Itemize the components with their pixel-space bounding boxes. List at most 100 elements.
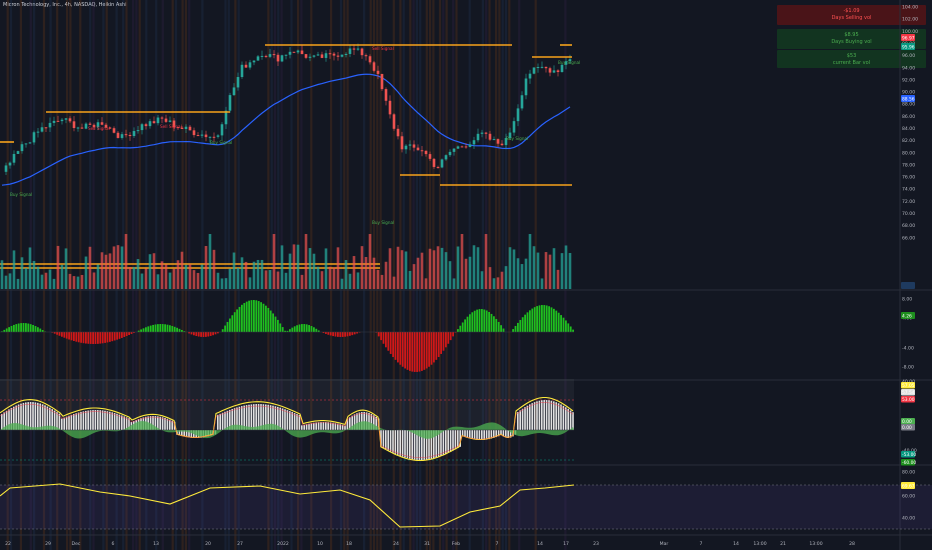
oscillator-bar — [111, 412, 113, 430]
histogram-bar — [245, 301, 248, 332]
candle-body — [252, 60, 256, 63]
future-area — [574, 0, 900, 550]
background-stripe — [234, 0, 237, 550]
histogram-bar — [17, 323, 20, 332]
volume-bar — [128, 266, 132, 289]
candle-body — [472, 140, 476, 145]
time-axis-label: 20 — [205, 541, 211, 547]
oscillator-bar — [437, 430, 440, 457]
candle-body — [164, 118, 168, 122]
histogram-bar — [10, 325, 13, 332]
histogram-bar — [437, 332, 440, 358]
histogram-bar — [236, 309, 238, 332]
oscillator-bar — [34, 402, 37, 430]
price-axis-label: 92.00 — [902, 77, 915, 83]
histogram-bar — [418, 332, 421, 372]
oscillator-bar — [329, 422, 332, 430]
volume-bar — [200, 264, 204, 289]
oscillator-bar — [229, 409, 231, 430]
oscillator-bar — [428, 430, 430, 460]
oscillator-bar — [63, 417, 65, 430]
histogram-bar — [169, 325, 171, 332]
indicator-tag-bg — [901, 482, 915, 489]
candle-body — [536, 67, 540, 69]
oscillator-bar — [154, 416, 157, 430]
volume-bar — [424, 278, 428, 289]
time-axis-label: 29 — [45, 541, 51, 547]
candle-body — [372, 62, 376, 71]
histogram-bar — [75, 332, 78, 342]
candle-body — [40, 127, 44, 132]
volume-bar — [544, 252, 548, 289]
histogram-bar — [514, 325, 517, 332]
candle-body — [188, 126, 192, 131]
oscillator-bar — [106, 411, 109, 430]
oscillator-bar — [413, 430, 416, 460]
volume-bar — [212, 249, 216, 289]
histogram-bar — [327, 332, 330, 335]
price-axis-label: 78.00 — [902, 162, 915, 168]
oscillator-bar — [32, 402, 34, 430]
histogram-bar — [445, 332, 447, 348]
time-axis-label: 21 — [780, 541, 786, 547]
volume-bar — [500, 271, 504, 289]
indicator-line — [0, 483, 575, 528]
oscillator-bar — [536, 401, 538, 430]
candle-body — [132, 131, 136, 137]
candle-body — [48, 122, 52, 128]
volume-bar — [504, 266, 508, 289]
histogram-bar — [385, 332, 387, 348]
oscillator-bar — [3, 412, 5, 430]
oscillator-bar — [457, 430, 459, 449]
oscillator-bar — [334, 423, 337, 430]
histogram-bar — [485, 310, 488, 332]
oscillator-bar — [317, 422, 320, 430]
volume-bar — [40, 274, 44, 289]
background-stripe — [138, 0, 141, 550]
candle-body — [136, 130, 140, 132]
volume-bar — [408, 270, 412, 289]
histogram-bar — [308, 325, 310, 332]
histogram-bar — [8, 327, 10, 332]
candle-body — [400, 136, 404, 150]
histogram-bar — [538, 305, 541, 332]
volume-bar — [528, 234, 532, 289]
volume-bar — [512, 249, 516, 289]
oscillator-bar — [236, 407, 238, 430]
oscillator-bar — [274, 406, 277, 430]
histogram-bar — [274, 316, 277, 332]
volume-bar — [60, 264, 64, 289]
candle-body — [520, 95, 524, 109]
histogram-bar — [466, 316, 469, 332]
candle-body — [428, 154, 432, 159]
oscillator-bar — [337, 423, 339, 430]
volume-bar — [52, 278, 56, 289]
oscillator-bar — [442, 430, 445, 456]
oscillator-bar — [277, 406, 279, 430]
histogram-bar — [567, 323, 570, 332]
oscillator-bar — [356, 413, 358, 430]
oscillator-bar — [459, 430, 461, 447]
oscillator-bar — [65, 416, 68, 430]
candle-body — [168, 120, 172, 122]
volume-bar — [64, 248, 68, 289]
candle-body — [16, 151, 20, 154]
oscillator-bar — [416, 430, 418, 460]
histogram-bar — [469, 314, 471, 332]
volume-bar — [68, 273, 72, 289]
histogram-bar — [248, 300, 250, 332]
oscillator-bar — [358, 412, 361, 430]
candle-body — [96, 122, 100, 128]
candle-body — [124, 134, 128, 136]
background-stripe — [155, 0, 158, 550]
histogram-bar — [118, 332, 121, 339]
price-tag-label: 88.56 — [902, 97, 915, 103]
candle-body — [180, 127, 184, 130]
candle-body — [464, 146, 468, 148]
candle-body — [424, 150, 428, 155]
volume-bar — [352, 256, 356, 289]
volume-bar — [244, 261, 248, 289]
price-axis-label: 88.00 — [902, 102, 915, 108]
volume-bar — [416, 257, 420, 289]
